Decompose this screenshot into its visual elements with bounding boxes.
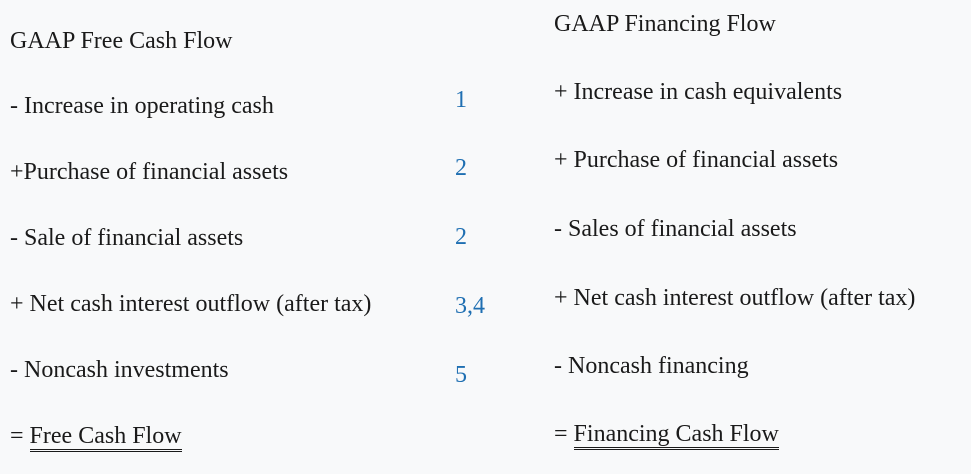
left-row-3-text: - Sale of financial assets bbox=[10, 225, 244, 251]
right-row-1-text: + Increase in cash equivalents bbox=[554, 79, 843, 105]
right-row-3-text: - Sales of financial assets bbox=[554, 216, 797, 242]
left-row-5-ref: 5 bbox=[455, 362, 467, 388]
financing-cash-flow-label: Financing Cash Flow bbox=[573, 421, 779, 450]
left-row-3-ref: 2 bbox=[455, 224, 467, 250]
left-row-2-ref: 2 bbox=[455, 155, 467, 181]
right-result-prefix: = bbox=[554, 421, 574, 447]
free-cash-flow-label: Free Cash Flow bbox=[29, 423, 182, 452]
left-row-1-text: - Increase in operating cash bbox=[10, 93, 274, 119]
right-row-4-text: + Net cash interest outflow (after tax) bbox=[554, 285, 916, 311]
left-title: GAAP Free Cash Flow bbox=[10, 28, 233, 54]
left-row-4-ref: 3,4 bbox=[455, 293, 485, 319]
right-result: = Financing Cash Flow bbox=[554, 419, 779, 450]
left-row-5-text: - Noncash investments bbox=[10, 357, 229, 383]
right-title: GAAP Financing Flow bbox=[554, 11, 776, 37]
left-row-4-text: + Net cash interest outflow (after tax) bbox=[10, 291, 372, 317]
left-row-2-text: +Purchase of financial assets bbox=[10, 159, 289, 185]
left-result: = Free Cash Flow bbox=[10, 421, 182, 452]
right-row-5-text: - Noncash financing bbox=[554, 353, 749, 379]
left-row-1-ref: 1 bbox=[455, 87, 467, 113]
left-result-prefix: = bbox=[10, 423, 30, 449]
right-row-2-text: + Purchase of financial assets bbox=[554, 147, 839, 173]
